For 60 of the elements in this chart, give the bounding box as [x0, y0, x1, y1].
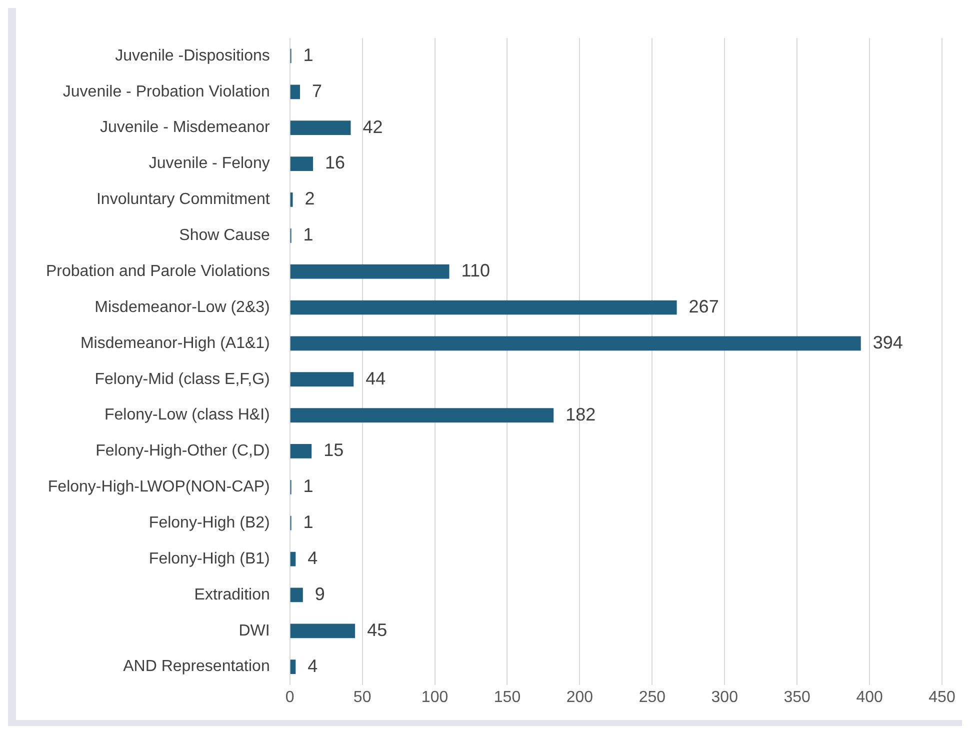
- y-tick-label: Probation and Parole Violations: [46, 262, 270, 280]
- y-tick-label: DWI: [238, 622, 270, 640]
- bar: [290, 156, 314, 171]
- data-label: 1: [303, 224, 314, 245]
- x-tick-label: 300: [711, 688, 738, 706]
- data-label: 4: [308, 548, 318, 568]
- data-label: 9: [314, 584, 325, 604]
- y-tick-label: Felony-Mid (class E,F,G): [94, 370, 270, 388]
- y-tick-label: AND Representation: [123, 658, 270, 676]
- x-tick-label: 50: [353, 688, 372, 706]
- bar: [290, 300, 677, 315]
- bar: [290, 192, 293, 207]
- y-tick-label: Juvenile - Felony: [148, 155, 270, 172]
- x-tick-label: 250: [638, 688, 666, 706]
- data-label: 4: [308, 656, 318, 676]
- y-tick-label: Felony-High (B2): [148, 514, 270, 532]
- y-tick-label: Felony-High (B1): [148, 550, 270, 568]
- bar: [290, 624, 356, 638]
- data-label: 44: [366, 368, 386, 388]
- data-label: 394: [872, 332, 903, 352]
- x-tick-label: 400: [856, 688, 883, 706]
- y-tick-label: Extradition: [194, 586, 270, 604]
- bar: [290, 552, 296, 566]
- data-label: 16: [325, 152, 346, 173]
- bar: [290, 444, 312, 458]
- y-tick-label: Show Cause: [179, 227, 270, 244]
- bar: [290, 336, 861, 351]
- y-tick-label: Juvenile -Dispositions: [115, 47, 270, 64]
- data-label: 267: [688, 296, 719, 316]
- x-tick-label: 350: [784, 688, 811, 706]
- y-tick-label: Involuntary Commitment: [96, 191, 270, 208]
- data-label: 1: [303, 512, 314, 532]
- data-label: 182: [566, 404, 596, 424]
- y-tick-label: Felony-High-LWOP(NON-CAP): [48, 478, 270, 496]
- y-tick-label: Felony-Low (class H&I): [104, 406, 270, 424]
- data-label: 1: [303, 44, 314, 65]
- data-label: 45: [367, 620, 388, 640]
- y-tick-label: Juvenile - Probation Violation: [62, 83, 270, 100]
- y-tick-label: Juvenile - Misdemeanor: [100, 119, 271, 136]
- x-tick-label: 100: [421, 688, 448, 706]
- bar: [290, 372, 354, 387]
- data-label: 42: [362, 116, 383, 137]
- data-label: 110: [461, 260, 490, 281]
- data-label: 7: [312, 80, 322, 101]
- y-tick-label: Felony-High-Other (C,D): [96, 442, 270, 460]
- y-tick-label: Misdemeanor-High (A1&1): [80, 334, 270, 352]
- bar: [290, 588, 303, 602]
- data-label: 15: [324, 440, 344, 460]
- x-tick-label: 450: [928, 688, 956, 706]
- bar: [290, 120, 351, 136]
- x-tick-label: 150: [494, 688, 521, 706]
- bar: [290, 660, 296, 674]
- bar: [290, 84, 300, 100]
- bar: [290, 264, 450, 279]
- x-tick-label: 200: [566, 688, 594, 706]
- x-tick-label: 0: [285, 688, 294, 706]
- data-label: 1: [303, 476, 314, 496]
- bar: [290, 408, 554, 422]
- y-tick-label: Misdemeanor-Low (2&3): [94, 298, 270, 316]
- data-label: 2: [304, 188, 315, 209]
